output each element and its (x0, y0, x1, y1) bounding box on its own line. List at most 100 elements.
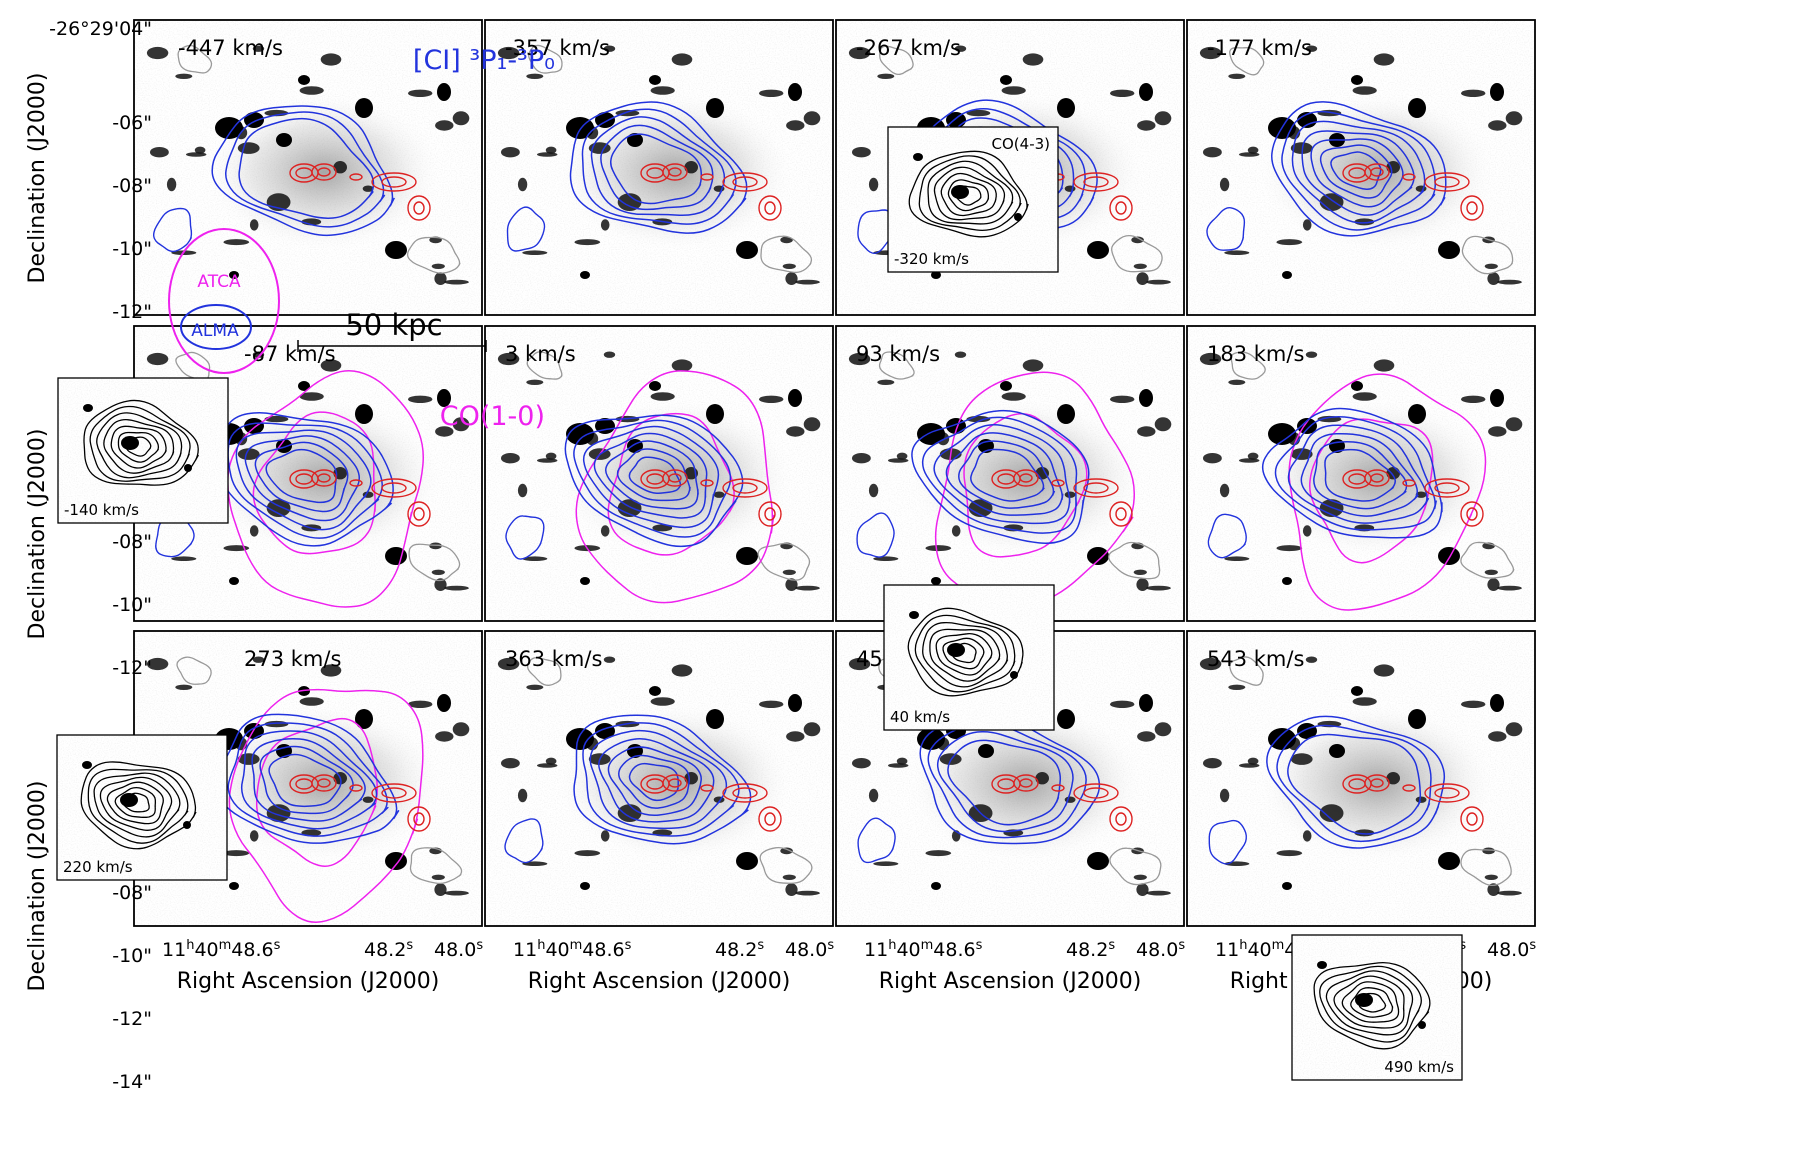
co43-contour (80, 761, 197, 850)
co43-contour (907, 607, 1024, 697)
grey-contour (1109, 847, 1162, 886)
galaxy-field (1199, 351, 1523, 591)
dec-tick-r3-08: -08" (112, 882, 152, 904)
velocity-label: 183 km/s (1207, 342, 1304, 366)
scale-bar (297, 340, 487, 352)
co43-contour (83, 399, 199, 486)
galaxy-field (146, 45, 470, 285)
dec-tick-top: -26°29'04" (49, 18, 152, 40)
panel-frame (1186, 19, 1536, 316)
grey-contour (760, 235, 813, 274)
ra-tick-label: 11h40m48.6s (162, 938, 281, 962)
co43-contour (1313, 962, 1431, 1050)
co43-contour (955, 185, 982, 206)
co43-contour (918, 155, 1022, 232)
ci-contour (958, 440, 1056, 509)
ci-contour (251, 738, 366, 822)
grey-contour (177, 44, 213, 74)
inset-velocity: -140 km/s (64, 501, 139, 519)
co43-contour (949, 642, 977, 664)
ci-contour (1266, 715, 1446, 849)
ci-contour (227, 722, 389, 837)
ra-tick-label: 48.0s (785, 938, 834, 962)
ci-contour (582, 722, 740, 837)
ci-contour (1208, 819, 1248, 865)
co43-contour (933, 166, 1006, 221)
co43-contour (1319, 965, 1422, 1043)
ci-contour (254, 441, 349, 513)
co43-contour (87, 768, 189, 844)
inset-velocity: 490 km/s (1384, 1058, 1454, 1076)
ci-contour (1300, 432, 1419, 517)
grey-contour (1460, 541, 1515, 579)
co43-contour (124, 436, 152, 457)
co10-contour (607, 412, 736, 556)
ci-contour (155, 513, 195, 558)
velocity-label: -177 km/s (1207, 36, 1312, 60)
co43-contour (922, 622, 1009, 688)
ci-contour (1330, 151, 1382, 190)
ci-contour (856, 512, 895, 558)
ci-contour (1276, 724, 1432, 843)
ci-contour (947, 739, 1062, 826)
ci-contour (618, 754, 691, 809)
co43-contour (929, 628, 1001, 682)
co10-contour (1309, 418, 1434, 564)
co43-contour (110, 425, 167, 469)
ra-tick-label: 48.2s (715, 938, 764, 962)
ci-contour (1324, 448, 1396, 502)
atca-beam (168, 228, 280, 374)
channel-panel-7: 93 km/s (835, 325, 1185, 622)
ci-contour (505, 515, 545, 560)
dec-tick-r1-12: -12" (112, 301, 152, 323)
inset-frame (57, 377, 229, 524)
panel-frame (1186, 325, 1536, 622)
radio-contours (289, 469, 431, 527)
co43-contour (93, 772, 181, 838)
grey-contour (878, 351, 915, 380)
grey-contour (1229, 47, 1265, 76)
velocity-label: 3 km/s (505, 342, 576, 366)
co10-contour (228, 688, 424, 923)
dec-tick-r1-10: -10" (112, 238, 152, 260)
channel-panel-8: 183 km/s (1186, 325, 1536, 622)
ci-contour (1287, 424, 1430, 524)
ci-contour (225, 111, 386, 228)
ci-contour (265, 448, 338, 504)
co43-contour (99, 776, 173, 831)
xlabel: Right Ascension (J2000) (879, 969, 1142, 994)
ci-contour (235, 429, 372, 531)
ci-contour (569, 101, 748, 234)
ci-contour (1271, 101, 1447, 237)
ra-tick-label: 48.2s (364, 938, 413, 962)
co43-contour (1350, 987, 1394, 1018)
ra-tick-label: 11h40m48.6s (513, 938, 632, 962)
galaxy-field (146, 351, 470, 591)
velocity-label: -357 km/s (505, 36, 610, 60)
radio-contours (1342, 469, 1484, 527)
co43-contour (89, 405, 191, 482)
co43-contour (940, 172, 997, 217)
grey-contour (1108, 541, 1161, 580)
xlabel: Right Ascension (J2000) (528, 969, 791, 994)
co43-contour (914, 614, 1016, 693)
ci-contour (240, 730, 378, 830)
velocity-label: 93 km/s (856, 342, 940, 366)
ci-contour (1207, 513, 1247, 559)
grey-contour (526, 351, 563, 380)
ci-contour (1206, 207, 1246, 251)
ci-contour (600, 124, 714, 211)
insets-layer: CO(4-3) -320 km/s -140 km/s 40 km/s 220 km/s… (56, 126, 1463, 1081)
ci-contour (921, 416, 1078, 534)
co43-inset-3: 40 km/s (883, 584, 1055, 731)
grey-contour (1230, 351, 1266, 380)
co43-contour (117, 431, 160, 463)
dec-tick-r3-12: -12" (112, 1008, 152, 1030)
grey-contour (406, 236, 461, 274)
dec-tick-r1-06: -06" (112, 112, 152, 134)
alma-beam-label: ALMA (191, 321, 239, 341)
radio-contours (640, 774, 782, 832)
panel-frame (133, 19, 483, 316)
ci-contour (504, 818, 544, 864)
dec-tick-r2-08: -08" (112, 531, 152, 553)
